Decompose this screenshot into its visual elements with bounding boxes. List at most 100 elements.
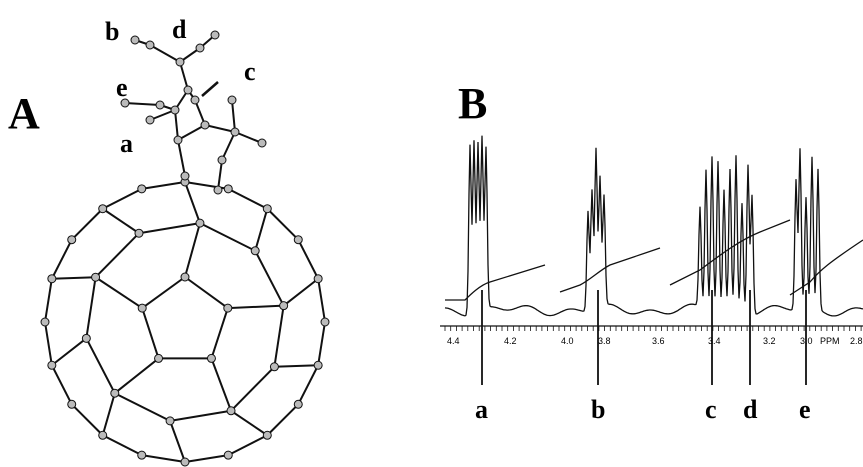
bond xyxy=(96,233,139,277)
bond xyxy=(142,182,185,189)
atom xyxy=(191,96,199,104)
figure: A B bdcea4.44.24.03.83.63.43.23.0PPM2.8a… xyxy=(0,0,863,467)
bond xyxy=(211,308,227,358)
atom xyxy=(131,36,139,44)
atom xyxy=(196,219,204,227)
bond xyxy=(228,306,284,308)
integral-curve xyxy=(445,220,863,300)
axis-tick-label: 4.0 xyxy=(561,336,574,346)
atom-label: d xyxy=(172,15,187,44)
atom xyxy=(138,304,146,312)
atom xyxy=(258,139,266,147)
bond xyxy=(211,358,231,410)
bond xyxy=(318,322,325,365)
atom xyxy=(155,354,163,362)
bond xyxy=(228,189,267,209)
bond xyxy=(115,358,159,393)
bond xyxy=(103,209,139,233)
bond xyxy=(170,411,231,421)
axis-tick-label: 3.8 xyxy=(598,336,611,346)
atom xyxy=(92,273,100,281)
bond xyxy=(86,338,114,393)
atom xyxy=(99,205,107,213)
atom xyxy=(181,458,189,466)
bond xyxy=(274,306,283,367)
atom xyxy=(270,363,278,371)
atom xyxy=(196,44,204,52)
atom xyxy=(82,334,90,342)
atom xyxy=(181,172,189,180)
spectrum xyxy=(440,136,863,385)
axis-tick-label: 3.4 xyxy=(708,336,721,346)
arrow xyxy=(202,82,218,96)
atom xyxy=(68,236,76,244)
bond xyxy=(185,277,228,308)
bond xyxy=(170,421,185,462)
bond xyxy=(103,393,115,435)
bond xyxy=(103,435,142,455)
bond xyxy=(72,209,103,240)
atom xyxy=(224,304,232,312)
bond xyxy=(185,182,200,223)
atom xyxy=(251,247,259,255)
atom-label: e xyxy=(116,73,128,102)
atom xyxy=(231,128,239,136)
bond xyxy=(284,279,318,306)
axis-tick-label: 4.4 xyxy=(447,336,460,346)
atom xyxy=(314,275,322,283)
bond xyxy=(178,140,185,176)
atom-label: c xyxy=(244,57,256,86)
bond xyxy=(86,277,95,338)
bond xyxy=(218,160,222,190)
bond xyxy=(139,223,200,233)
bond xyxy=(178,125,205,140)
atom-label: b xyxy=(105,17,119,46)
peak-label: b xyxy=(591,395,605,424)
axis-tick-label: 3.6 xyxy=(652,336,665,346)
bond xyxy=(96,277,143,308)
bond xyxy=(175,110,178,140)
peak-label: e xyxy=(799,395,811,424)
bond xyxy=(150,45,180,62)
atom xyxy=(138,185,146,193)
axis-tick-label: 3.2 xyxy=(763,336,776,346)
atom xyxy=(201,121,209,129)
atom xyxy=(174,136,182,144)
bond xyxy=(231,411,267,435)
bond xyxy=(205,125,235,132)
atom xyxy=(135,229,143,237)
bond xyxy=(267,404,298,435)
bond xyxy=(222,132,235,160)
atom-label: a xyxy=(120,129,133,158)
atom xyxy=(111,389,119,397)
atom xyxy=(224,185,232,193)
atom xyxy=(228,96,236,104)
bond xyxy=(115,393,170,421)
bond xyxy=(103,189,142,209)
atom xyxy=(176,58,184,66)
panel-label: A xyxy=(8,89,40,138)
atom xyxy=(99,431,107,439)
bond xyxy=(45,279,52,322)
atom xyxy=(280,302,288,310)
atom xyxy=(263,205,271,213)
atom xyxy=(146,116,154,124)
bond xyxy=(255,251,283,306)
bond xyxy=(142,455,185,462)
bond xyxy=(231,367,274,411)
bond xyxy=(142,308,158,358)
bond xyxy=(274,365,318,367)
axis-tick-label: PPM xyxy=(820,336,840,346)
axis-tick-label: 2.8 xyxy=(850,336,863,346)
atom xyxy=(211,31,219,39)
bond xyxy=(185,223,200,277)
bond xyxy=(200,223,255,251)
bond xyxy=(52,240,72,279)
bond xyxy=(142,277,185,308)
bond xyxy=(298,240,318,279)
peak-label: d xyxy=(743,395,758,424)
atom xyxy=(68,400,76,408)
bond xyxy=(185,455,228,462)
atom xyxy=(138,451,146,459)
axis-tick-label: 4.2 xyxy=(504,336,517,346)
